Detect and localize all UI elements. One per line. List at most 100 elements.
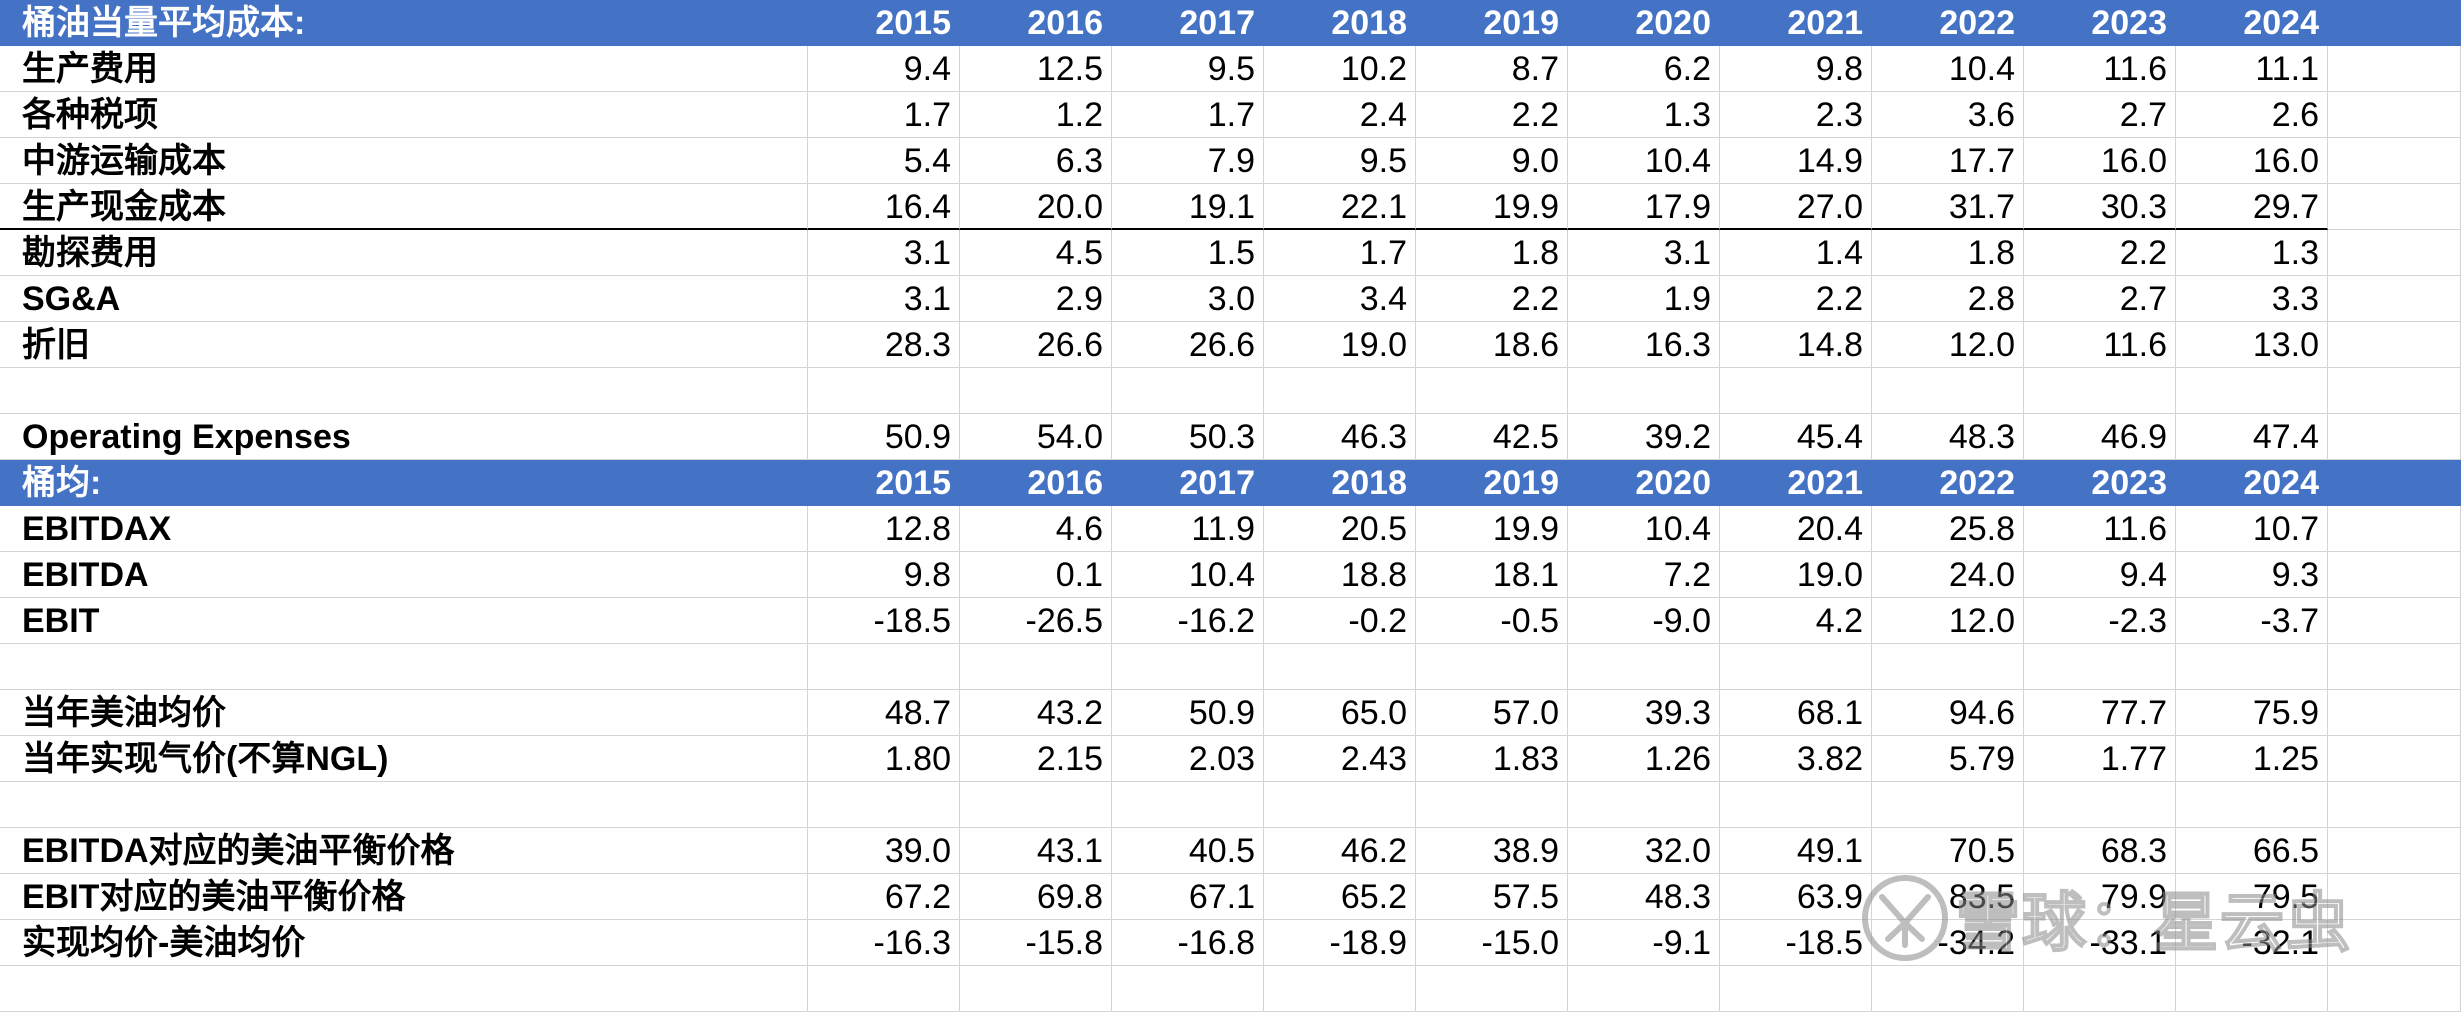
header-year-cell[interactable]: 2019 — [1416, 0, 1568, 46]
value-cell[interactable] — [1720, 782, 1872, 828]
row-label-cell[interactable]: EBITDA对应的美油平衡价格 — [0, 828, 808, 874]
value-cell[interactable]: 27.0 — [1720, 184, 1872, 230]
value-cell[interactable]: 1.9 — [1568, 276, 1720, 322]
value-cell[interactable] — [1568, 782, 1720, 828]
value-cell[interactable]: 47.4 — [2176, 414, 2328, 460]
value-cell[interactable]: 3.1 — [1568, 230, 1720, 276]
value-cell[interactable]: 1.80 — [808, 736, 960, 782]
value-cell[interactable]: 4.6 — [960, 506, 1112, 552]
value-cell[interactable]: 3.82 — [1720, 736, 1872, 782]
value-cell[interactable]: -18.5 — [1720, 920, 1872, 966]
value-cell[interactable]: 3.1 — [808, 230, 960, 276]
value-cell[interactable]: 0.1 — [960, 552, 1112, 598]
value-cell[interactable]: 1.3 — [2176, 230, 2328, 276]
empty-cell[interactable] — [2328, 276, 2461, 322]
header-label[interactable]: 桶均: — [0, 460, 808, 506]
header-year-cell[interactable]: 2022 — [1872, 0, 2024, 46]
value-cell[interactable]: 12.8 — [808, 506, 960, 552]
value-cell[interactable]: 49.1 — [1720, 828, 1872, 874]
value-cell[interactable] — [1872, 368, 2024, 414]
value-cell[interactable] — [1264, 644, 1416, 690]
row-label-cell[interactable] — [0, 966, 808, 1012]
value-cell[interactable]: 3.6 — [1872, 92, 2024, 138]
value-cell[interactable]: 1.26 — [1568, 736, 1720, 782]
value-cell[interactable]: -0.5 — [1416, 598, 1568, 644]
value-cell[interactable]: 94.6 — [1872, 690, 2024, 736]
value-cell[interactable] — [1112, 368, 1264, 414]
value-cell[interactable]: 83.5 — [1872, 874, 2024, 920]
value-cell[interactable] — [808, 782, 960, 828]
value-cell[interactable]: 20.0 — [960, 184, 1112, 230]
value-cell[interactable]: -9.1 — [1568, 920, 1720, 966]
header-year-cell[interactable]: 2023 — [2024, 460, 2176, 506]
value-cell[interactable]: 65.0 — [1264, 690, 1416, 736]
header-year-cell[interactable]: 2024 — [2176, 0, 2328, 46]
value-cell[interactable]: 5.79 — [1872, 736, 2024, 782]
value-cell[interactable]: 45.4 — [1720, 414, 1872, 460]
value-cell[interactable]: 32.0 — [1568, 828, 1720, 874]
header-year-cell[interactable]: 2016 — [960, 460, 1112, 506]
value-cell[interactable]: -0.2 — [1264, 598, 1416, 644]
header-year-cell[interactable]: 2016 — [960, 0, 1112, 46]
value-cell[interactable]: 48.7 — [808, 690, 960, 736]
value-cell[interactable]: 46.3 — [1264, 414, 1416, 460]
value-cell[interactable] — [1416, 644, 1568, 690]
value-cell[interactable]: 19.9 — [1416, 506, 1568, 552]
value-cell[interactable]: 9.3 — [2176, 552, 2328, 598]
value-cell[interactable] — [960, 368, 1112, 414]
value-cell[interactable] — [2024, 368, 2176, 414]
empty-cell[interactable] — [2328, 414, 2461, 460]
value-cell[interactable]: 16.4 — [808, 184, 960, 230]
value-cell[interactable]: 4.2 — [1720, 598, 1872, 644]
value-cell[interactable]: -33.1 — [2024, 920, 2176, 966]
empty-cell[interactable] — [2328, 506, 2461, 552]
value-cell[interactable]: 6.2 — [1568, 46, 1720, 92]
value-cell[interactable] — [1112, 966, 1264, 1012]
value-cell[interactable]: 77.7 — [2024, 690, 2176, 736]
value-cell[interactable]: 1.2 — [960, 92, 1112, 138]
value-cell[interactable]: -2.3 — [2024, 598, 2176, 644]
value-cell[interactable]: 43.1 — [960, 828, 1112, 874]
value-cell[interactable] — [1264, 782, 1416, 828]
value-cell[interactable]: 67.1 — [1112, 874, 1264, 920]
value-cell[interactable]: 2.2 — [2024, 230, 2176, 276]
value-cell[interactable] — [1416, 782, 1568, 828]
value-cell[interactable]: 2.7 — [2024, 92, 2176, 138]
empty-cell[interactable] — [2328, 138, 2461, 184]
value-cell[interactable] — [2024, 966, 2176, 1012]
row-label-cell[interactable]: 当年美油均价 — [0, 690, 808, 736]
value-cell[interactable]: -3.7 — [2176, 598, 2328, 644]
row-label-cell[interactable] — [0, 368, 808, 414]
value-cell[interactable]: 63.9 — [1720, 874, 1872, 920]
empty-cell[interactable] — [2328, 552, 2461, 598]
header-year-cell[interactable]: 2020 — [1568, 460, 1720, 506]
value-cell[interactable]: 8.7 — [1416, 46, 1568, 92]
value-cell[interactable]: 42.5 — [1416, 414, 1568, 460]
value-cell[interactable]: 38.9 — [1416, 828, 1568, 874]
value-cell[interactable] — [2176, 644, 2328, 690]
empty-cell[interactable] — [2328, 368, 2461, 414]
value-cell[interactable]: 9.4 — [808, 46, 960, 92]
value-cell[interactable]: 2.2 — [1720, 276, 1872, 322]
value-cell[interactable]: 12.5 — [960, 46, 1112, 92]
value-cell[interactable]: 29.7 — [2176, 184, 2328, 230]
value-cell[interactable]: 2.8 — [1872, 276, 2024, 322]
header-year-cell[interactable]: 2017 — [1112, 0, 1264, 46]
value-cell[interactable]: 18.1 — [1416, 552, 1568, 598]
header-year-cell[interactable]: 2021 — [1720, 460, 1872, 506]
value-cell[interactable]: 79.5 — [2176, 874, 2328, 920]
value-cell[interactable] — [1872, 644, 2024, 690]
empty-cell[interactable] — [2328, 230, 2461, 276]
value-cell[interactable]: 22.1 — [1264, 184, 1416, 230]
empty-cell[interactable] — [2328, 92, 2461, 138]
row-label-cell[interactable] — [0, 644, 808, 690]
value-cell[interactable]: 46.9 — [2024, 414, 2176, 460]
empty-cell[interactable] — [2328, 690, 2461, 736]
value-cell[interactable]: 48.3 — [1568, 874, 1720, 920]
row-label-cell[interactable]: EBIT — [0, 598, 808, 644]
value-cell[interactable]: 9.4 — [2024, 552, 2176, 598]
header-year-cell[interactable]: 2024 — [2176, 460, 2328, 506]
value-cell[interactable]: 1.7 — [808, 92, 960, 138]
value-cell[interactable] — [960, 782, 1112, 828]
value-cell[interactable]: 16.0 — [2176, 138, 2328, 184]
